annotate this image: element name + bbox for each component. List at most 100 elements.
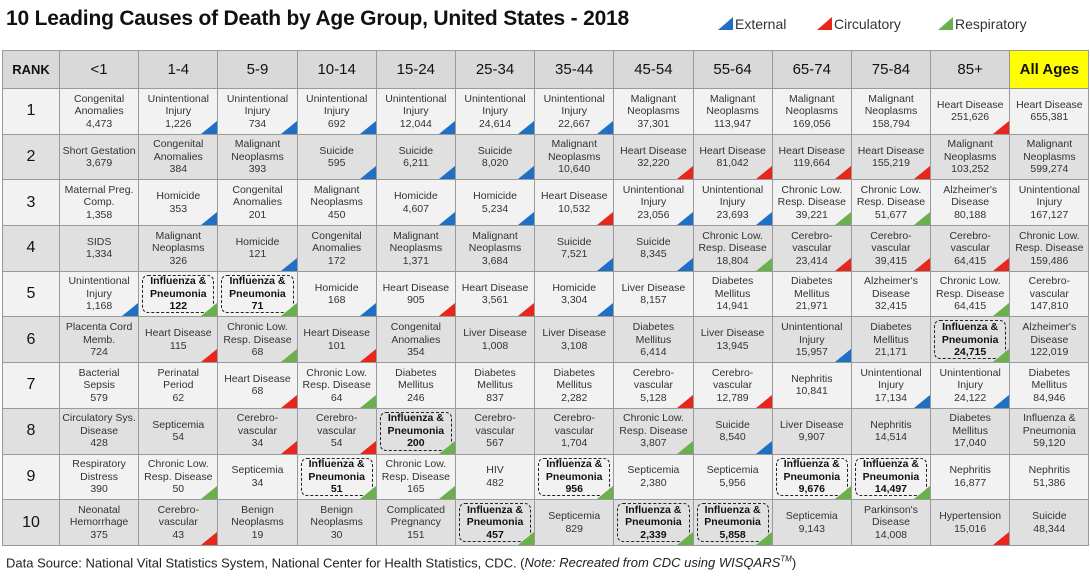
cause-cell: Congenital Anomalies 354 xyxy=(375,316,456,364)
cause-cell-content: Influenza & Pneumonia 24,715 xyxy=(932,321,1009,359)
cause-cell: Chronic Low. Resp. Disease 64 xyxy=(296,362,377,409)
cause-cell-content: Cerebro-vascular 12,789 xyxy=(694,367,771,405)
death-count: 1,008 xyxy=(481,339,509,352)
cause-cell-content: HIV 482 xyxy=(456,464,533,489)
cause-label: SIDS xyxy=(86,235,112,248)
death-count: 22,667 xyxy=(558,117,591,130)
circulatory-category-marker xyxy=(993,120,1009,134)
cause-cell: Circulatory Sys. Disease 428 xyxy=(58,407,140,455)
cause-label: Unintentional Injury xyxy=(385,92,447,118)
death-count: 68 xyxy=(251,385,264,398)
cause-label: Heart Disease xyxy=(224,372,291,385)
cause-cell: Influenza & Pneumonia 5,858 xyxy=(692,499,773,546)
rank-cell: 8 xyxy=(2,407,60,455)
external-category-marker xyxy=(676,212,692,225)
highlight-outline xyxy=(854,457,928,497)
cause-label: Diabetes Mellitus xyxy=(870,321,912,346)
cause-label: Cerebro-vascular xyxy=(791,229,833,255)
death-count: 81,042 xyxy=(716,157,749,170)
respiratory-category-marker xyxy=(993,349,1009,362)
cause-cell-content: Malignant Neoplasms 3,684 xyxy=(456,230,533,268)
circulatory-triangle-icon xyxy=(817,17,832,30)
cause-cell: Cerebro-vascular 39,415 xyxy=(850,225,932,272)
cause-cell: Influenza & Pneumonia 14,497 xyxy=(850,453,932,501)
death-count: 450 xyxy=(327,208,346,221)
cause-cell-content: Perinatal Period 62 xyxy=(140,367,217,405)
death-count: 14,514 xyxy=(874,431,908,444)
cause-cell: Malignant Neoplasms 1,371 xyxy=(375,225,456,272)
cause-label: Malignant Neoplasms xyxy=(627,92,680,118)
death-count: 375 xyxy=(90,528,108,541)
cause-cell-content: Influenza & Pneumonia 5,858 xyxy=(694,504,771,542)
death-count: 168 xyxy=(327,294,346,307)
cause-label: Unintentional Injury xyxy=(226,92,289,118)
death-count: 64 xyxy=(330,391,343,404)
cause-cell-content: Diabetes Mellitus 2,282 xyxy=(536,367,613,405)
cause-cell: Malignant Neoplasms 37,301 xyxy=(613,88,694,135)
cause-cell-content: Unintentional Injury 24,614 xyxy=(456,93,533,131)
cause-cell: Unintentional Injury 1,168 xyxy=(58,270,140,318)
cause-label: Chronic Low. Resp. Disease xyxy=(856,183,926,209)
cause-label: Chronic Low. Resp. Disease xyxy=(619,412,688,437)
cause-cell: Alzheimer's Disease 80,188 xyxy=(930,179,1011,227)
cause-cell-content: Liver Disease 1,008 xyxy=(456,327,533,352)
cause-cell-content: Congenital Anomalies 384 xyxy=(140,138,217,176)
cause-cell: Diabetes Mellitus 837 xyxy=(454,362,536,409)
cause-cell-content: Cerebro-vascular 64,415 xyxy=(932,230,1009,268)
cause-cell-content: Heart Disease 32,220 xyxy=(615,145,692,170)
death-count: 103,252 xyxy=(951,163,990,176)
death-count: 5,128 xyxy=(640,391,667,404)
legend-circulatory-label: Circulatory xyxy=(834,16,901,32)
death-count: 68 xyxy=(251,346,264,359)
circulatory-category-marker xyxy=(676,166,692,179)
respiratory-category-marker xyxy=(834,486,851,499)
death-count: 200 xyxy=(407,437,425,450)
cause-label: Congenital Anomalies xyxy=(153,138,204,163)
cause-cell: Malignant Neoplasms 599,274 xyxy=(1009,133,1090,181)
respiratory-category-marker xyxy=(280,303,297,316)
death-count: 71 xyxy=(251,300,264,313)
cause-cell: Heart Disease 101 xyxy=(296,316,377,364)
death-count: 172 xyxy=(327,254,346,267)
cause-cell-content: Unintentional Injury 23,693 xyxy=(694,184,771,222)
cause-cell: Benign Neoplasms 30 xyxy=(296,499,377,546)
cause-label: Chronic Low. Resp. Disease xyxy=(381,458,450,483)
cause-cell-content: Influenza & Pneumonia 956 xyxy=(536,458,613,496)
death-count: 32,220 xyxy=(637,157,670,170)
death-count: 724 xyxy=(90,346,108,359)
death-count: 155,219 xyxy=(871,157,910,170)
highlight-outline xyxy=(696,503,769,542)
cause-label: Chronic Low. Resp. Disease xyxy=(1015,229,1084,255)
legend-respiratory: Respiratory xyxy=(938,12,1027,32)
death-count: 10,640 xyxy=(558,163,591,176)
cause-label: Cerebro-vascular xyxy=(315,412,358,437)
cause-label: Chronic Low. Resp. Disease xyxy=(144,458,213,483)
death-count: 13,945 xyxy=(716,339,749,352)
cause-cell-content: Influenza & Pneumonia 457 xyxy=(456,504,533,542)
circulatory-category-marker xyxy=(755,166,772,179)
cause-cell-content: Septicemia 5,956 xyxy=(694,464,771,489)
death-count: 4,473 xyxy=(85,117,113,130)
death-count: 326 xyxy=(169,254,188,267)
cause-cell-content: Chronic Low. Resp. Disease 165 xyxy=(377,458,454,496)
cause-label: Malignant Neoplasms xyxy=(864,92,918,118)
rank-cell: 10 xyxy=(2,499,60,546)
cause-cell-content: Malignant Neoplasms 393 xyxy=(219,138,296,176)
cause-label: HIV xyxy=(486,464,504,477)
circulatory-category-marker xyxy=(914,257,930,271)
cause-label: Homicide xyxy=(393,190,438,203)
cause-cell-content: Alzheimer's Disease 32,415 xyxy=(852,275,929,313)
cause-label: Influenza & Pneumonia xyxy=(229,275,286,300)
cause-cell-content: Septicemia 2,380 xyxy=(615,464,692,489)
external-category-marker xyxy=(438,166,455,179)
cause-cell: Placenta Cord Memb. 724 xyxy=(58,316,140,364)
death-count: 51,677 xyxy=(874,208,908,221)
highlight-outline xyxy=(934,320,1007,360)
cause-cell-content: Malignant Neoplasms 103,252 xyxy=(932,138,1009,176)
external-category-marker xyxy=(201,212,217,225)
cause-cell: Homicide 121 xyxy=(217,225,298,272)
cause-cell: HIV 482 xyxy=(454,453,536,501)
cause-label: Influenza & Pneumonia xyxy=(308,458,365,483)
cause-cell-content: Chronic Low. Resp. Disease 64 xyxy=(298,367,375,405)
cause-cell-content: Congenital Anomalies 354 xyxy=(377,321,454,359)
